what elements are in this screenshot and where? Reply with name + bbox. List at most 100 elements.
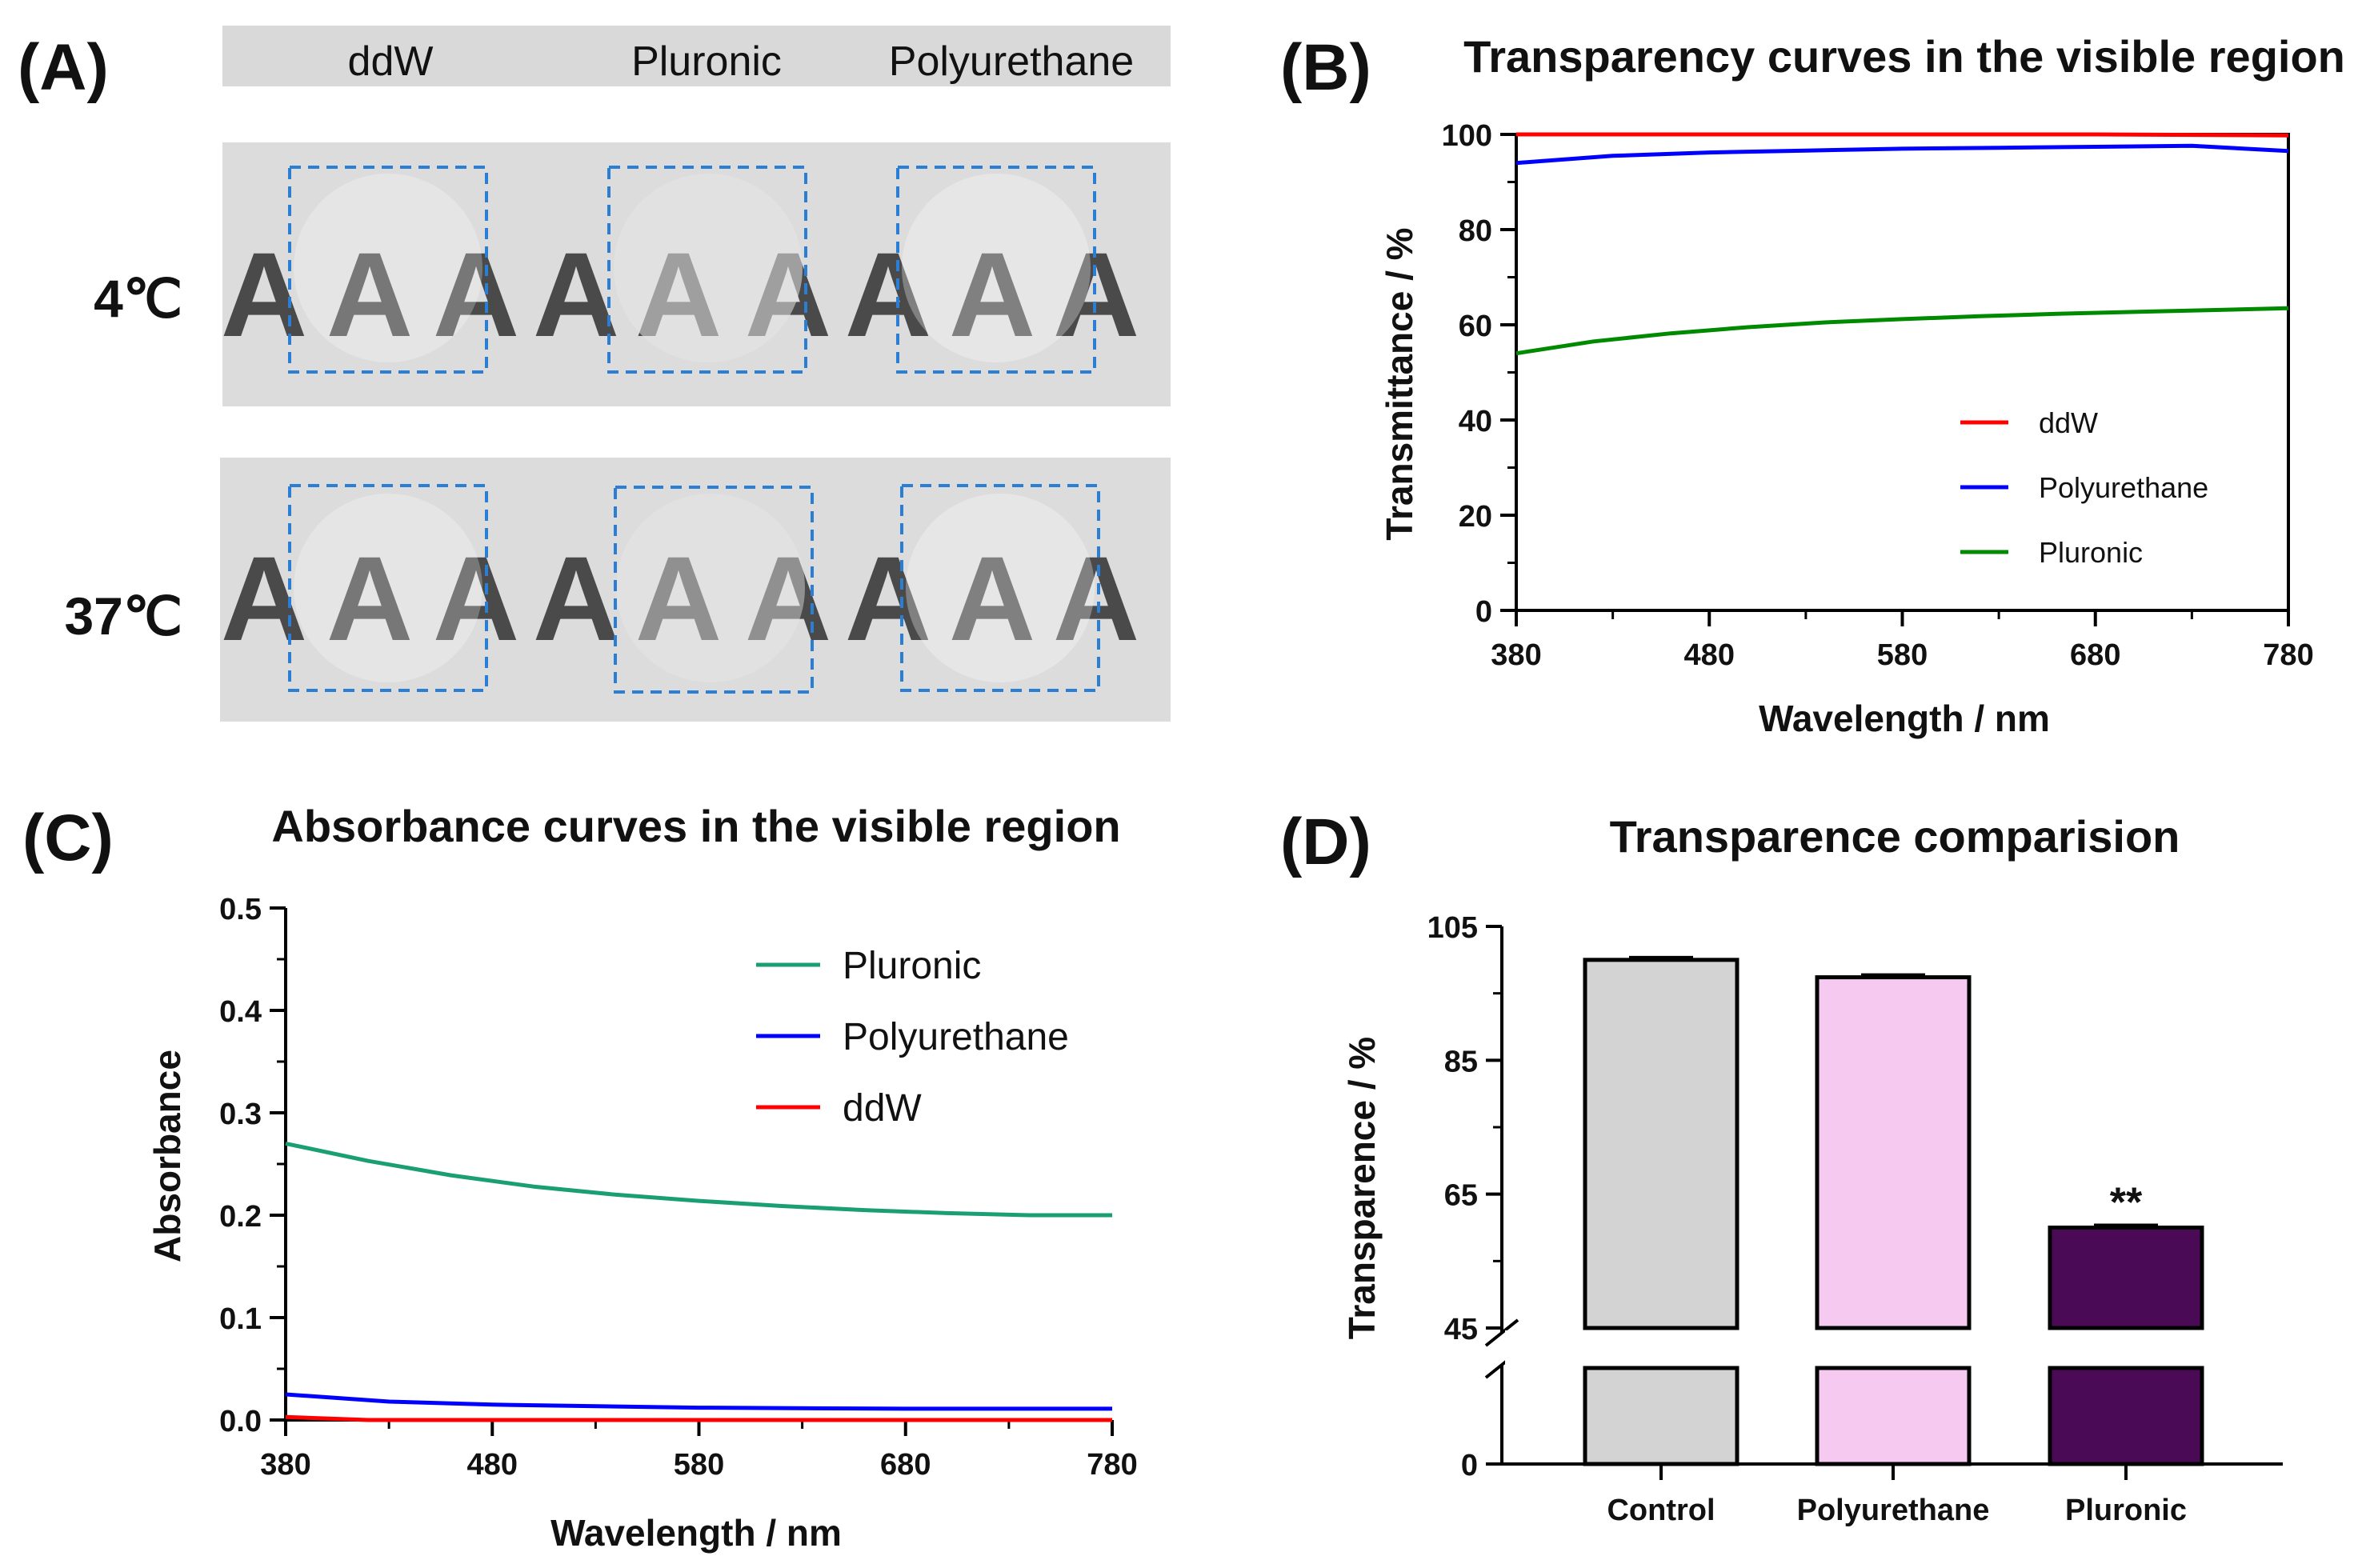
letter-glyph-4c: A — [845, 227, 931, 362]
x-tick-label-b: 780 — [2263, 638, 2313, 672]
bar-polyurethane-lower — [1815, 1366, 1972, 1466]
axis-break-gap-d — [1505, 1330, 2286, 1366]
row-label-4c: 4℃ — [94, 269, 182, 328]
x-tick-label-c: 580 — [674, 1448, 724, 1482]
x-tick-label-b: 380 — [1491, 638, 1541, 672]
panel-d-ylabel: Transparence / % — [1341, 1037, 1383, 1339]
bar-pluronic-upper — [2048, 1226, 2204, 1330]
letter-glyph-37c: A — [1053, 531, 1139, 666]
panel-b-ylabel: Transmittance / % — [1379, 227, 1420, 540]
panel-a-header-bar — [222, 26, 1171, 86]
panel-c-ylabel: Absorbance — [146, 1050, 188, 1262]
legend-label-polyurethane-b: Polyurethane — [2039, 471, 2208, 504]
legend-label-ddw-c: ddW — [843, 1087, 922, 1130]
panel-c-title: Absorbance curves in the visible region — [271, 801, 1120, 851]
panel-d-title: Transparence comparision — [1610, 811, 2180, 862]
header-polyurethane: Polyurethane — [889, 38, 1134, 85]
series-line-ddw-c — [285, 1414, 1112, 1422]
y-tick-label-b: 0 — [1475, 595, 1492, 629]
y-tick-label-b: 80 — [1459, 214, 1492, 248]
plot-frame-b — [1515, 133, 2290, 612]
x-tick-label-pluronic: Pluronic — [2065, 1494, 2187, 1527]
panel-b-legend: ddW Polyurethane Pluronic — [1960, 406, 2208, 569]
x-tick-label-c: 680 — [880, 1448, 931, 1482]
x-tick-label-c: 780 — [1087, 1448, 1137, 1482]
series-line-polyurethane-b — [1515, 143, 2289, 166]
x-tick-label-polyurethane: Polyurethane — [1797, 1494, 1990, 1527]
letter-glyph-37c: A — [845, 531, 931, 666]
series-line-polyurethane-c — [285, 1392, 1112, 1411]
letter-glyph-4c: A — [326, 227, 413, 362]
dashed-box-polyurethane-4c — [896, 166, 1096, 374]
panel-a-label: (A) — [18, 31, 109, 104]
y-tick-label-c: 0.4 — [219, 995, 262, 1029]
y-tick-label-c: 0.3 — [219, 1098, 262, 1131]
legend-label-pluronic-b: Pluronic — [2039, 536, 2143, 569]
droplet-ddw-37c — [294, 494, 482, 682]
series-line-ddw-b — [1516, 132, 2289, 138]
panel-c-label: (C) — [22, 802, 114, 874]
panel-c-xlabel: Wavelength / nm — [550, 1512, 842, 1554]
letter-glyph-4c: A — [533, 227, 619, 362]
x-tick-label-b: 480 — [1684, 638, 1735, 672]
bar-control-upper — [1583, 958, 1739, 1330]
axis-break-mark-d — [1484, 1318, 1519, 1347]
x-tick-label-c: 480 — [467, 1448, 518, 1482]
droplet-polyurethane-4c — [902, 174, 1091, 362]
letter-glyph-37c: A — [635, 531, 722, 666]
y-tick-label-c: 0.1 — [219, 1302, 262, 1336]
y-tick-label-d: 105 — [1427, 911, 1478, 945]
header-ddw: ddW — [348, 38, 434, 85]
y-tick-label-c: 0.0 — [219, 1405, 262, 1438]
y-tick-label-d: 65 — [1444, 1179, 1478, 1213]
dashed-box-pluronic-37c — [614, 486, 814, 694]
dashed-box-pluronic-4c — [607, 166, 807, 374]
y-tick-label-d: 85 — [1444, 1045, 1478, 1078]
letter-glyph-37c: A — [949, 531, 1035, 666]
dashed-box-ddw-4c — [288, 166, 488, 374]
droplet-ddw-4c — [294, 174, 482, 362]
panel-b-label: (B) — [1280, 31, 1371, 104]
droplet-pluronic-37c — [616, 494, 805, 682]
dashed-box-polyurethane-37c — [900, 484, 1100, 692]
series-line-pluronic-b — [1515, 306, 2289, 356]
y-tick-label-d: 45 — [1444, 1313, 1478, 1346]
panel-d-label: (D) — [1280, 806, 1371, 878]
x-tick-label-c: 380 — [260, 1448, 310, 1482]
x-tick-label-b: 580 — [1877, 638, 1928, 672]
panel-c: (C) Absorbance curves in the visible reg… — [22, 801, 1138, 1554]
letter-glyph-4c: A — [949, 227, 1035, 362]
droplet-polyurethane-37c — [906, 494, 1095, 682]
series-line-pluronic-c — [285, 1141, 1112, 1218]
droplet-pluronic-4c — [614, 174, 803, 362]
bar-polyurethane-upper — [1815, 975, 1972, 1330]
letter-glyph-4c: A — [221, 227, 307, 362]
panel-b-xlabel: Wavelength / nm — [1759, 698, 2050, 739]
y-tick-label-c: 0.2 — [219, 1200, 262, 1234]
y-tick-label-b: 100 — [1442, 119, 1492, 153]
panel-b: (B) Transparency curves in the visible r… — [1280, 31, 2345, 739]
letter-glyph-4c: A — [433, 227, 519, 362]
row-label-37c: 37℃ — [64, 586, 182, 646]
y-tick-label-b: 40 — [1459, 405, 1492, 438]
letter-glyph-37c: A — [533, 531, 619, 666]
bar-control-lower — [1583, 1366, 1739, 1466]
letter-glyph-37c: A — [221, 531, 307, 666]
legend-label-polyurethane-c: Polyurethane — [843, 1016, 1069, 1058]
legend-label-ddw-b: ddW — [2039, 406, 2098, 439]
header-pluronic: Pluronic — [631, 38, 782, 85]
dashed-box-ddw-37c — [288, 484, 488, 692]
legend-label-pluronic-c: Pluronic — [843, 945, 981, 987]
letter-glyph-37c: A — [433, 531, 519, 666]
panel-c-legend: Pluronic Polyurethane ddW — [756, 945, 1069, 1130]
bar-pluronic-lower — [2048, 1366, 2204, 1466]
significance-annotation: ** — [2110, 1180, 2143, 1226]
y-tick-label-b: 20 — [1459, 500, 1492, 534]
letter-glyph-37c: A — [745, 531, 831, 666]
y-tick-label-d: 0 — [1461, 1449, 1478, 1482]
y-tick-label-c: 0.5 — [219, 893, 262, 926]
